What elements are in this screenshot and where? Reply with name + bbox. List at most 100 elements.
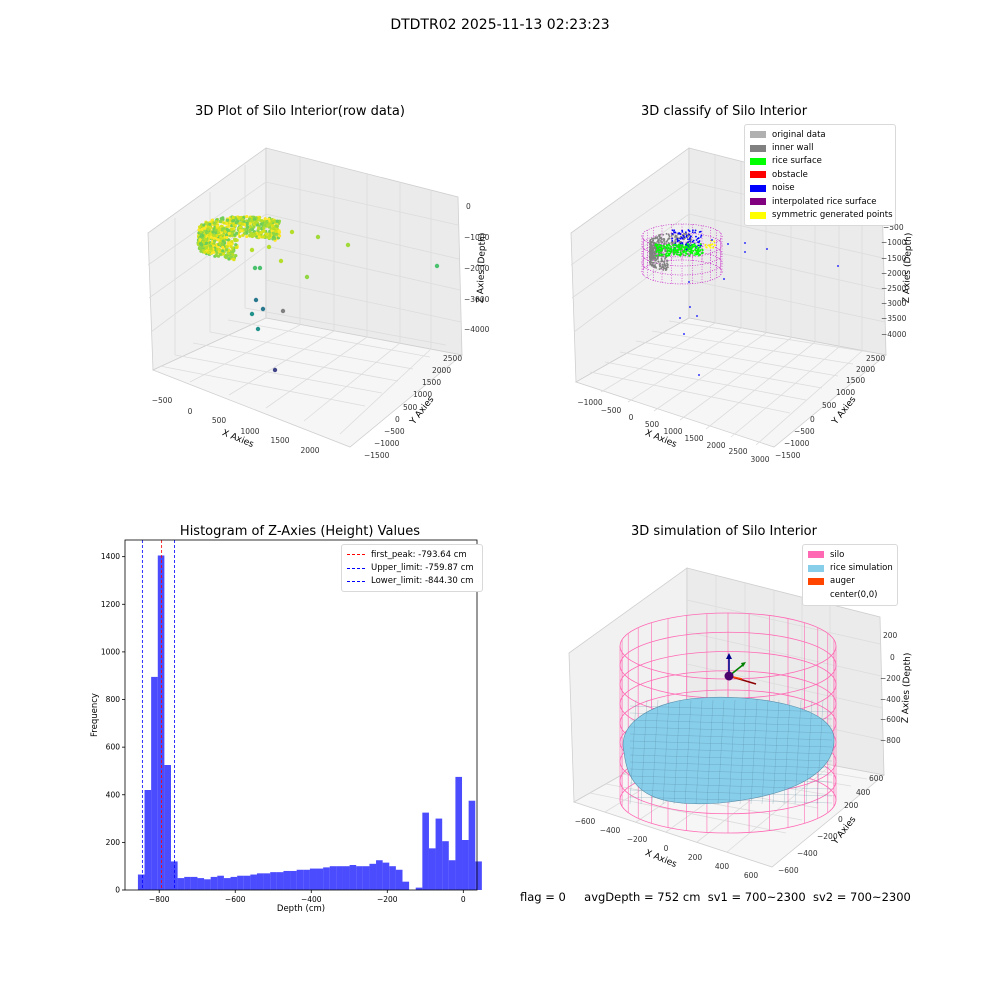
histogram-bar — [349, 865, 357, 890]
p4-ztick: −400 — [880, 695, 901, 704]
legend-swatch — [750, 211, 766, 219]
rice-surface-point — [670, 245, 673, 248]
p2-ytick: −1500 — [775, 451, 801, 460]
histogram-bar — [230, 876, 238, 890]
noise-point — [696, 315, 698, 317]
inner-wall-point — [674, 235, 677, 238]
raw-point — [204, 221, 209, 225]
inner-wall-point — [650, 241, 653, 243]
inner-wall-point — [649, 251, 651, 253]
legend-label: silo — [830, 549, 845, 560]
raw-point — [275, 224, 279, 229]
histogram-bar — [415, 887, 423, 890]
noise-point — [688, 281, 690, 283]
histogram-bar — [448, 860, 456, 890]
inner-wall-point — [657, 239, 659, 242]
rice-surface-point — [699, 243, 702, 246]
raw-point — [227, 257, 231, 261]
rice-surface-point — [658, 251, 660, 254]
noise-point — [698, 374, 700, 376]
histogram-bar — [290, 870, 297, 890]
rice-surface-point — [678, 248, 681, 251]
raw-point — [209, 235, 213, 239]
noise-point — [727, 243, 729, 245]
inner-wall-point — [652, 239, 654, 242]
noise-point — [691, 231, 694, 234]
p1-ytick: 1000 — [413, 390, 432, 399]
raw-point — [198, 225, 202, 229]
p2-ztick: −500 — [883, 223, 904, 232]
rice-surface-point — [697, 251, 700, 254]
raw-point — [278, 234, 282, 238]
raw-point — [257, 235, 261, 239]
raw-point — [211, 230, 215, 234]
noise-point — [685, 234, 688, 237]
inner-wall-point — [652, 249, 655, 251]
rice-surface-point — [678, 254, 681, 256]
raw-point — [267, 217, 271, 221]
p2-xtick: 0 — [629, 413, 634, 422]
p4-ytick: 400 — [856, 788, 871, 797]
figure-title: DTDTR02 2025-11-13 02:23:23 — [390, 17, 610, 33]
inner-wall-point — [650, 259, 653, 261]
raw-point — [200, 227, 204, 231]
noise-point — [692, 239, 695, 242]
rice-surface-point — [701, 248, 704, 251]
rice-surface-point — [662, 247, 665, 249]
raw-point — [215, 224, 219, 228]
rice-surface-point — [691, 245, 693, 248]
histogram-bar — [395, 869, 403, 890]
inner-wall-point — [661, 241, 664, 244]
raw-point — [233, 238, 237, 242]
noise-point — [681, 230, 684, 233]
histogram-bar — [223, 878, 231, 890]
noise-point — [694, 229, 697, 232]
inner-wall-point — [651, 253, 654, 256]
raw-point — [218, 220, 223, 224]
noise-point — [689, 306, 691, 308]
histogram-bar — [250, 874, 257, 890]
rice-surface-point — [673, 251, 676, 254]
noise-point — [679, 237, 682, 240]
histogram-bar — [164, 765, 171, 890]
legend-item: symmetric generated points — [750, 208, 893, 221]
rice-surface-point — [693, 243, 696, 246]
raw-point — [204, 241, 209, 245]
raw-point — [277, 229, 281, 233]
inner-wall-point — [659, 262, 661, 265]
raw-point — [238, 228, 243, 233]
noise-point — [698, 240, 701, 242]
p4-xtick: −600 — [575, 817, 596, 826]
p4-ztick: 0 — [890, 653, 895, 662]
p2-ztick: −3000 — [881, 299, 907, 308]
inner-wall-point — [665, 240, 668, 243]
rice-surface-point — [672, 249, 675, 252]
noise-point — [674, 231, 677, 234]
raw-point — [225, 244, 229, 248]
raw-point — [202, 223, 206, 227]
rice-surface-point — [691, 252, 694, 255]
p4-ytick: −400 — [797, 849, 818, 858]
raw-point — [231, 249, 235, 254]
noise-point — [711, 239, 713, 241]
rice-surface-point — [677, 253, 679, 256]
p2-xtick: 3000 — [750, 455, 769, 464]
p1-xtick: 1500 — [270, 436, 289, 445]
rice-surface-point — [683, 247, 686, 250]
inner-wall-point — [667, 242, 670, 244]
legend-label: rice surface — [772, 156, 822, 167]
panel1-tick-labels: −500 0 500 1000 1500 2000 −1500 −1000 −5… — [152, 202, 490, 460]
histogram-bar — [455, 776, 463, 890]
raw-point — [219, 224, 224, 228]
symmetric-point — [709, 243, 712, 246]
rice-surface-point — [680, 246, 683, 249]
noise-point — [695, 235, 697, 238]
raw-point — [259, 219, 263, 223]
inner-wall-point — [655, 266, 658, 269]
rice-surface-point — [665, 252, 668, 255]
p1-ytick: 1500 — [422, 378, 441, 387]
noise-point — [676, 240, 679, 243]
raw-point — [234, 245, 238, 250]
raw-point — [203, 226, 207, 230]
rice-surface-point — [689, 251, 692, 254]
